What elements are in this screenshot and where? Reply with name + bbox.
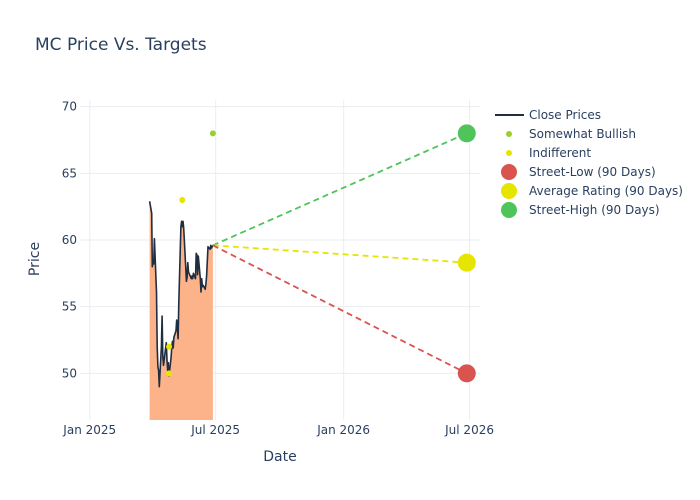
target-marker-average bbox=[457, 253, 476, 272]
x-tick-label: Jul 2026 bbox=[444, 423, 494, 437]
x-tick-label: Jan 2026 bbox=[316, 423, 370, 437]
close-price-area bbox=[149, 201, 213, 420]
rating-point-indifferent bbox=[166, 343, 173, 350]
rating-point-bullish bbox=[209, 130, 216, 137]
legend-swatch-marker bbox=[501, 164, 517, 180]
legend-swatch-marker bbox=[501, 183, 517, 199]
legend-swatch-dot bbox=[506, 150, 512, 156]
legend-label: Somewhat Bullish bbox=[529, 127, 636, 141]
x-tick-label: Jan 2025 bbox=[62, 423, 116, 437]
target-marker-high bbox=[457, 124, 476, 143]
legend-label: Street-Low (90 Days) bbox=[529, 165, 656, 179]
x-tick-label: Jul 2025 bbox=[190, 423, 240, 437]
legend-label: Close Prices bbox=[529, 108, 601, 122]
x-axis-ticks: Jan 2025 Jul 2025 Jan 2026 Jul 2026 bbox=[62, 423, 494, 437]
rating-point-indifferent bbox=[179, 197, 186, 203]
y-tick-label: 55 bbox=[62, 300, 77, 314]
x-axis-title: Date bbox=[263, 449, 296, 465]
target-line-high bbox=[212, 132, 468, 247]
legend-swatch-dot bbox=[506, 131, 512, 137]
y-tick-label: 65 bbox=[62, 166, 77, 180]
legend-swatch-marker bbox=[501, 202, 517, 218]
rating-point-indifferent bbox=[166, 370, 173, 377]
y-tick-label: 50 bbox=[62, 366, 77, 380]
plot-area bbox=[148, 124, 476, 420]
target-line-low bbox=[212, 244, 468, 375]
close-price-line bbox=[148, 201, 214, 388]
legend-label: Street-High (90 Days) bbox=[529, 203, 660, 217]
legend-label: Indifferent bbox=[529, 146, 591, 160]
grid bbox=[80, 100, 480, 420]
legend: Close Prices Somewhat Bullish Indifferent S… bbox=[495, 108, 683, 218]
y-tick-label: 70 bbox=[62, 100, 77, 114]
chart-title: MC Price Vs. Targets bbox=[35, 35, 207, 55]
y-axis-title: Price bbox=[27, 242, 43, 276]
target-line-average bbox=[212, 244, 467, 264]
y-axis-ticks: 50 55 60 65 70 bbox=[62, 100, 77, 381]
legend-label: Average Rating (90 Days) bbox=[529, 184, 683, 198]
y-tick-label: 60 bbox=[62, 233, 77, 247]
target-marker-low bbox=[457, 364, 476, 383]
